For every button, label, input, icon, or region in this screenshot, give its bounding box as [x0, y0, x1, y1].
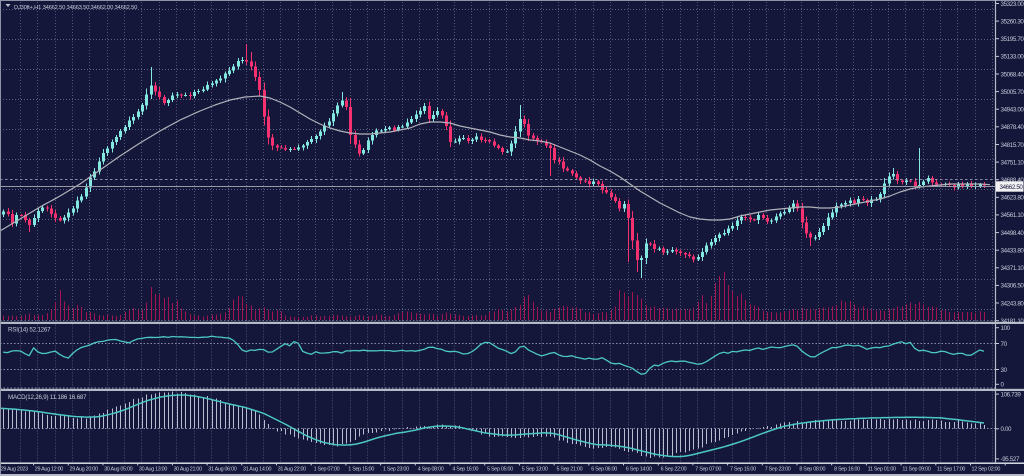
svg-text:34688.40: 34688.40 [1001, 177, 1024, 184]
svg-text:RSI(14) 52.1267: RSI(14) 52.1267 [8, 327, 51, 334]
svg-text:4 Sep 16:00: 4 Sep 16:00 [452, 467, 478, 473]
svg-text:29 Aug 20:00: 29 Aug 20:00 [70, 467, 98, 473]
svg-text:30 Aug 21:00: 30 Aug 21:00 [174, 467, 202, 473]
svg-text:34751.10: 34751.10 [1001, 159, 1024, 166]
svg-text:34243.80: 34243.80 [1001, 300, 1024, 307]
svg-text:DJ30ft+,H1 34662.50 34663.50: DJ30ft+,H1 34662.50 34663.50 34662.00 34… [14, 5, 137, 11]
svg-text:-95.527: -95.527 [1001, 456, 1020, 463]
svg-text:5 Sep 21:00: 5 Sep 21:00 [557, 467, 583, 473]
svg-text:34561.10: 34561.10 [1001, 212, 1024, 219]
svg-text:106.739: 106.739 [1001, 391, 1022, 398]
svg-text:100: 100 [1001, 325, 1011, 332]
svg-text:8 Sep 16:00: 8 Sep 16:00 [834, 467, 860, 473]
svg-text:29 Aug 12:00: 29 Aug 12:00 [35, 467, 63, 473]
svg-text:12 Sep 02:00: 12 Sep 02:00 [972, 467, 1001, 473]
svg-text:35068.40: 35068.40 [1001, 71, 1024, 78]
svg-text:0.00: 0.00 [1001, 426, 1013, 433]
svg-text:34943.00: 34943.00 [1001, 107, 1024, 114]
svg-text:6 Sep 22:00: 6 Sep 22:00 [661, 467, 687, 473]
svg-text:34498.40: 34498.40 [1001, 230, 1024, 237]
svg-text:30: 30 [1001, 367, 1008, 374]
svg-text:34878.40: 34878.40 [1001, 124, 1024, 131]
svg-text:31 Aug 14:00: 31 Aug 14:00 [243, 467, 271, 473]
svg-text:35133.00: 35133.00 [1001, 54, 1024, 61]
svg-text:30 Aug 05:00: 30 Aug 05:00 [104, 467, 132, 473]
svg-text:35323.00: 35323.00 [1001, 1, 1024, 8]
svg-text:5 Sep 05:00: 5 Sep 05:00 [487, 467, 513, 473]
svg-text:29 Aug 2023: 29 Aug 2023 [1, 467, 28, 473]
svg-text:8 Sep 08:00: 8 Sep 08:00 [799, 467, 825, 473]
svg-text:34306.50: 34306.50 [1001, 283, 1024, 290]
svg-text:11 Sep 01:00: 11 Sep 01:00 [868, 467, 896, 473]
svg-text:70: 70 [1001, 341, 1008, 348]
svg-text:34623.80: 34623.80 [1001, 195, 1024, 202]
svg-text:7 Sep 15:00: 7 Sep 15:00 [730, 467, 756, 473]
svg-text:7 Sep 07:00: 7 Sep 07:00 [695, 467, 721, 473]
svg-text:1 Sep 23:00: 1 Sep 23:00 [383, 467, 409, 473]
svg-text:1 Sep 15:00: 1 Sep 15:00 [348, 467, 374, 473]
svg-text:35005.70: 35005.70 [1001, 89, 1024, 96]
svg-text:31 Aug 22:00: 31 Aug 22:00 [278, 467, 306, 473]
svg-text:34433.80: 34433.80 [1001, 248, 1024, 255]
svg-text:7 Sep 23:00: 7 Sep 23:00 [765, 467, 791, 473]
svg-text:30 Aug 13:00: 30 Aug 13:00 [139, 467, 167, 473]
svg-text:6 Sep 06:00: 6 Sep 06:00 [591, 467, 617, 473]
svg-text:MACD(12,26,9) 11.186 16.687: MACD(12,26,9) 11.186 16.687 [8, 394, 87, 401]
svg-text:34371.10: 34371.10 [1001, 265, 1024, 272]
svg-text:0: 0 [1001, 382, 1005, 389]
svg-text:34815.70: 34815.70 [1001, 142, 1024, 149]
svg-text:5 Sep 13:00: 5 Sep 13:00 [522, 467, 548, 473]
svg-text:31 Aug 06:00: 31 Aug 06:00 [208, 467, 236, 473]
svg-text:1 Sep 07:00: 1 Sep 07:00 [314, 467, 340, 473]
svg-text:11 Sep 09:00: 11 Sep 09:00 [902, 467, 930, 473]
svg-text:4 Sep 08:00: 4 Sep 08:00 [418, 467, 444, 473]
svg-text:6 Sep 14:00: 6 Sep 14:00 [626, 467, 652, 473]
svg-text:34181.10: 34181.10 [1001, 318, 1024, 325]
svg-text:35195.70: 35195.70 [1001, 36, 1024, 43]
svg-text:35260.30: 35260.30 [1001, 18, 1024, 25]
svg-text:34662.50: 34662.50 [1000, 184, 1024, 191]
svg-text:11 Sep 17:00: 11 Sep 17:00 [937, 467, 965, 473]
